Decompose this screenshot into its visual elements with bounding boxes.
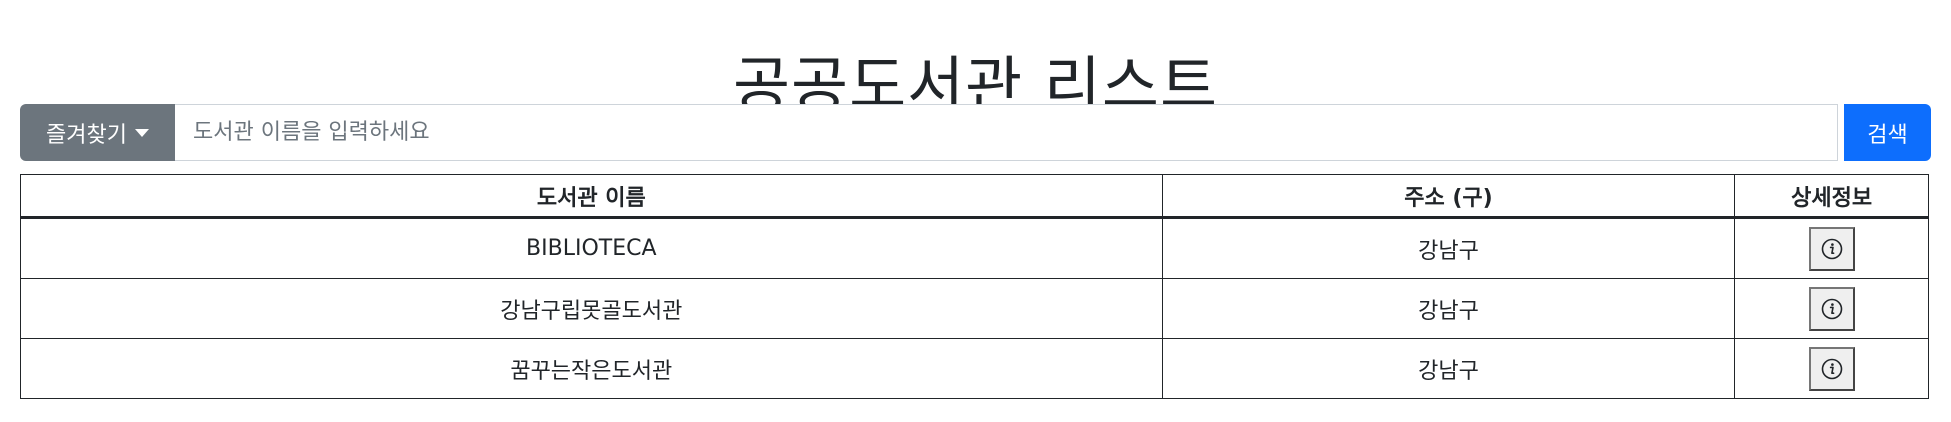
info-icon xyxy=(1821,238,1843,260)
library-name-cell: 꿈꾸는작은도서관 xyxy=(20,338,1163,399)
table-row: 꿈꾸는작은도서관 강남구 xyxy=(20,338,1929,399)
header-detail: 상세정보 xyxy=(1734,174,1929,219)
detail-cell xyxy=(1734,338,1929,399)
info-icon xyxy=(1821,298,1843,320)
detail-cell xyxy=(1734,217,1929,279)
search-bar: 즐겨찾기 검색 xyxy=(20,104,1931,161)
table-row: BIBLIOTECA 강남구 xyxy=(20,217,1929,279)
library-table: 도서관 이름 주소 (구) 상세정보 BIBLIOTECA 강남구 xyxy=(20,174,1929,399)
detail-button[interactable] xyxy=(1808,346,1855,391)
library-name-cell: BIBLIOTECA xyxy=(20,217,1163,279)
header-library-name: 도서관 이름 xyxy=(20,174,1163,219)
detail-button[interactable] xyxy=(1808,226,1855,271)
table-header-row: 도서관 이름 주소 (구) 상세정보 xyxy=(20,174,1929,219)
library-search-input[interactable] xyxy=(175,104,1838,161)
address-cell: 강남구 xyxy=(1161,278,1736,339)
search-button[interactable]: 검색 xyxy=(1844,104,1931,161)
favorites-dropdown-button[interactable]: 즐겨찾기 xyxy=(20,104,175,161)
favorites-label: 즐겨찾기 xyxy=(46,122,127,148)
table-row: 강남구립못골도서관 강남구 xyxy=(20,278,1929,339)
library-name-cell: 강남구립못골도서관 xyxy=(20,278,1163,339)
header-address: 주소 (구) xyxy=(1161,174,1736,219)
detail-cell xyxy=(1734,278,1929,339)
info-icon xyxy=(1821,358,1843,380)
address-cell: 강남구 xyxy=(1161,338,1736,399)
address-cell: 강남구 xyxy=(1161,217,1736,279)
caret-down-icon xyxy=(134,128,149,137)
detail-button[interactable] xyxy=(1808,286,1855,331)
